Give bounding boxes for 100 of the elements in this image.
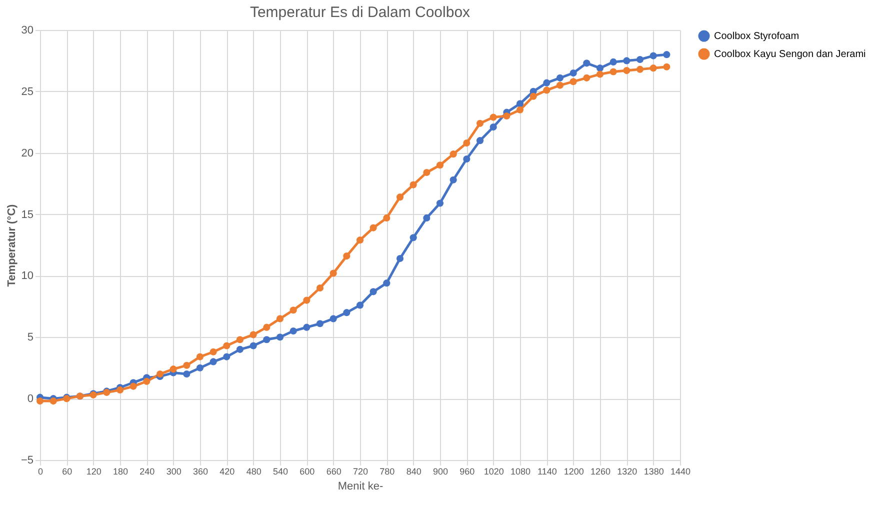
chart-title: Temperatur Es di Dalam Coolbox [250,4,471,21]
point [116,386,124,394]
x-tick-label: 540 [272,466,288,476]
point [356,302,364,309]
point [623,57,630,64]
point [596,70,604,78]
point [383,280,390,287]
y-tick-label: 0 [27,393,34,406]
x-tick-label: 1320 [617,466,638,476]
point [330,270,337,277]
point [570,78,577,86]
x-tick-label: 1140 [537,466,557,476]
x-tick-label: 60 [62,466,72,476]
x-tick-label: 180 [112,466,128,476]
point [530,92,537,100]
point [410,181,417,188]
point [223,342,230,350]
point [196,364,204,372]
point [423,214,430,222]
x-tick-label: 480 [246,466,262,476]
point [183,362,190,369]
y-tick-label: 10 [21,270,34,282]
point [290,327,297,335]
x-tick-label: 840 [406,466,422,476]
point [156,370,164,378]
x-tick-label: 1020 [484,466,504,476]
point [436,200,444,207]
point [316,320,324,328]
x-tick-label: 1440 [670,466,691,476]
y-tick-label: 30 [21,24,34,36]
point [383,214,390,222]
point [636,56,644,64]
point [250,342,257,350]
x-axis-title: Menit ke- [338,480,384,492]
y-tick-label: 15 [21,208,34,221]
point [356,236,364,244]
y-tick-label: 25 [21,86,34,98]
x-tick-label: 1200 [564,466,584,476]
x-tick-label: 960 [460,466,475,476]
legend-label: Coolbox Styrofoam [714,31,800,42]
point [263,324,270,331]
x-tick-label: 240 [140,466,155,476]
point [570,69,577,77]
point [556,74,564,82]
point [236,336,244,344]
point [583,74,590,82]
point [210,358,217,366]
point [436,162,444,169]
point [250,331,257,338]
x-tick-label: 900 [432,466,448,476]
point [476,120,484,127]
point [423,168,430,176]
point [396,254,404,262]
point [330,315,337,322]
point [410,234,417,242]
point [663,51,670,58]
x-tick-label: 360 [192,466,208,476]
point [543,79,550,86]
point [210,348,217,356]
x-tick-label: 0 [38,466,44,476]
point [476,137,484,144]
point [450,176,457,184]
point [343,252,350,260]
point [650,52,657,60]
point [223,353,230,360]
point [490,124,497,131]
x-tick-label: 660 [326,466,342,476]
x-tick-label: 120 [86,466,102,476]
point [663,63,670,70]
point [650,64,657,72]
point [303,296,310,304]
point [516,106,524,114]
legend-label: Coolbox Kayu Sengon dan Jerami [714,49,866,60]
point [196,353,204,360]
point [490,114,497,121]
point [596,64,604,72]
point [183,370,190,378]
point [170,366,177,373]
point [316,284,324,292]
point [370,224,377,232]
point [290,306,297,314]
point [276,334,284,341]
y-axis-title: Temperatur (°C) [6,204,18,287]
point [610,58,617,66]
point [130,382,137,390]
x-tick-label: 420 [220,466,235,476]
point [463,140,470,147]
point [583,60,590,67]
point [396,194,404,201]
point [236,346,244,353]
point [610,68,617,76]
point [303,324,310,331]
point [343,309,350,316]
point [143,378,150,385]
point [263,336,270,344]
point [450,150,457,158]
point [50,398,57,405]
point [276,315,284,322]
point [370,288,377,296]
x-tick-label: 1260 [590,466,611,476]
